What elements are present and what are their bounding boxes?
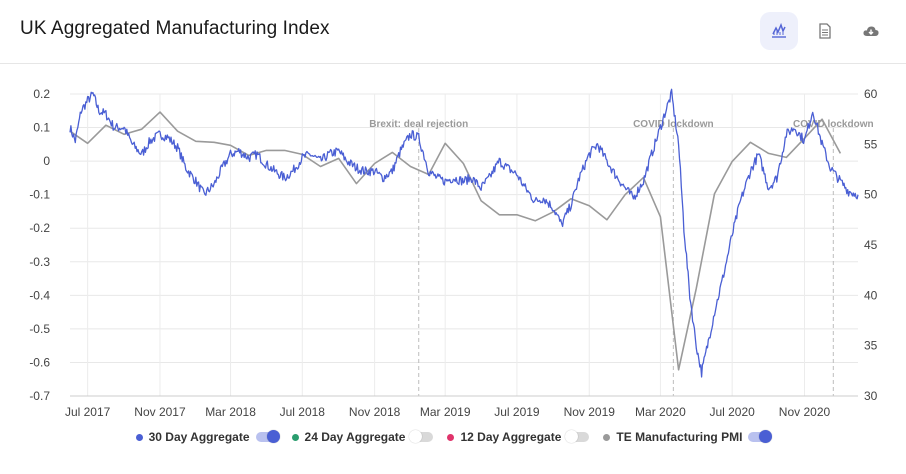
series-layer xyxy=(69,88,859,378)
y-left-tick-label: -0.1 xyxy=(29,188,50,202)
table-view-button[interactable] xyxy=(806,12,844,50)
legend-item-12-day[interactable]: 12 Day Aggregate xyxy=(447,430,590,444)
y-left-tick-label: -0.2 xyxy=(29,221,50,235)
cloud-download-icon xyxy=(863,26,879,36)
download-button[interactable] xyxy=(852,12,890,50)
toggle-24-day[interactable] xyxy=(409,430,434,443)
series-line-30-day-aggregate xyxy=(69,88,859,378)
y-right-tick-label: 55 xyxy=(864,137,878,151)
x-tick-label: Jul 2020 xyxy=(709,405,755,419)
annotation-label: COVID lockdown xyxy=(793,119,874,130)
series-line-te-manufacturing-pmi xyxy=(69,111,842,371)
y-left-tick-label: 0.2 xyxy=(33,87,50,101)
y-left-tick-label: -0.6 xyxy=(29,355,50,369)
x-tick-label: Nov 2018 xyxy=(349,405,401,419)
annotation-label: Brexit: deal rejection xyxy=(369,119,468,130)
x-tick-label: Nov 2020 xyxy=(779,405,831,419)
y-left-tick-label: 0 xyxy=(43,154,50,168)
line-chart-icon xyxy=(772,22,786,38)
toggle-12-day[interactable] xyxy=(565,430,590,443)
x-tick-label: Jul 2018 xyxy=(280,405,326,419)
y-right-tick-label: 60 xyxy=(864,87,878,101)
y-right-tick-label: 40 xyxy=(864,288,878,302)
toggle-pmi[interactable] xyxy=(748,430,773,443)
legend-label: 30 Day Aggregate xyxy=(148,430,250,444)
grid xyxy=(70,93,858,397)
legend-item-pmi[interactable]: TE Manufacturing PMI xyxy=(603,430,773,444)
axes: 0.2 0.1 0 -0.1 -0.2 -0.3 -0.4 -0.5 -0.6 -0.7 60 55 5… xyxy=(29,87,877,419)
x-tick-label: Jul 2017 xyxy=(65,405,111,419)
y-right-tick-label: 30 xyxy=(864,389,878,403)
y-left-tick-label: 0.1 xyxy=(33,121,50,135)
legend-item-24-day[interactable]: 24 Day Aggregate xyxy=(291,430,434,444)
y-left-tick-label: -0.4 xyxy=(29,288,50,302)
legend-label: 24 Day Aggregate xyxy=(304,430,406,444)
x-tick-label: Jul 2019 xyxy=(494,405,540,419)
document-icon xyxy=(819,23,831,39)
legend-item-30-day[interactable]: 30 Day Aggregate xyxy=(135,430,280,444)
y-right-tick-label: 50 xyxy=(864,188,878,202)
page-title: UK Aggregated Manufacturing Index xyxy=(20,18,330,39)
chart-canvas: Brexit: deal rejection COVID lockdown COVI… xyxy=(29,87,877,419)
y-left-tick-label: -0.3 xyxy=(29,255,50,269)
legend-marker xyxy=(603,433,611,441)
chart-header: UK Aggregated Manufacturing Index xyxy=(0,0,906,64)
x-tick-label: Mar 2020 xyxy=(635,405,686,419)
x-tick-label: Mar 2019 xyxy=(420,405,471,419)
legend-marker xyxy=(447,433,455,441)
x-tick-label: Nov 2019 xyxy=(564,405,616,419)
chart-view-button[interactable] xyxy=(760,12,798,50)
legend-label: 12 Day Aggregate xyxy=(460,430,562,444)
x-tick-label: Mar 2018 xyxy=(205,405,256,419)
annotations: Brexit: deal rejection COVID lockdown COVI… xyxy=(369,119,874,396)
y-left-tick-label: -0.7 xyxy=(29,389,50,403)
legend: 30 Day Aggregate 24 Day Aggregate 12 Day… xyxy=(0,430,906,444)
legend-marker xyxy=(135,433,143,441)
chart-toolbar xyxy=(760,12,890,50)
toggle-30-day[interactable] xyxy=(255,430,280,443)
x-tick-label: Nov 2017 xyxy=(134,405,186,419)
annotation-label: COVID lockdown xyxy=(633,119,714,130)
y-right-tick-label: 35 xyxy=(864,339,878,353)
legend-marker xyxy=(291,433,299,441)
legend-label: TE Manufacturing PMI xyxy=(616,430,743,444)
y-left-tick-label: -0.5 xyxy=(29,322,50,336)
y-right-tick-label: 45 xyxy=(864,238,878,252)
